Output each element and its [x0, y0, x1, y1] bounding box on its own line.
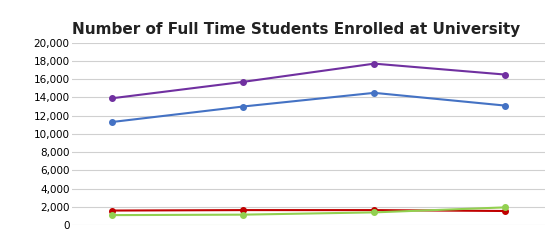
Text: Number of Full Time Students Enrolled at University: Number of Full Time Students Enrolled at… — [72, 22, 520, 37]
